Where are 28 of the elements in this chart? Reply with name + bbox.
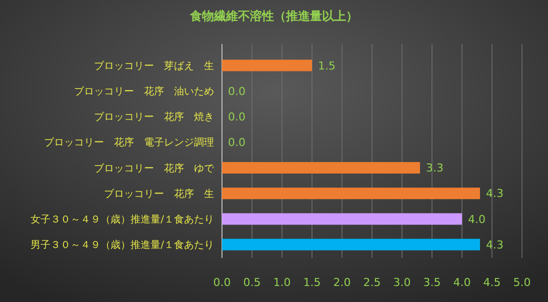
data-label: 3.3 xyxy=(426,162,444,175)
x-tick-label: 4.5 xyxy=(483,276,501,289)
data-label: 0.0 xyxy=(228,84,246,98)
y-tick-label: ブロッコリー 花序 生 xyxy=(104,188,214,200)
y-tick-label: ブロッコリー 花序 ゆで xyxy=(94,162,215,174)
x-tick-label: 0.0 xyxy=(213,276,231,289)
chart-title: 食物繊維不溶性（推進量以上） xyxy=(189,9,358,23)
x-tick-label: 0.5 xyxy=(243,276,261,289)
x-tick-label: 1.5 xyxy=(303,276,321,289)
x-tick-label: 3.0 xyxy=(393,276,411,289)
data-label: 0.0 xyxy=(228,110,246,124)
data-label: 1.5 xyxy=(318,59,336,72)
data-label: 4.0 xyxy=(468,212,486,226)
y-tick-label: 女子３０～４９（歳）推進量/１食あたり xyxy=(30,213,214,226)
x-tick-label: 2.0 xyxy=(333,276,351,289)
data-label: 4.3 xyxy=(486,187,504,200)
x-tick-label: 5.0 xyxy=(513,276,531,289)
x-tick-label: 1.0 xyxy=(273,276,291,289)
data-label: 4.3 xyxy=(486,238,504,252)
y-tick-label: ブロッコリー 芽ばえ 生 xyxy=(94,60,214,72)
x-tick-label: 2.5 xyxy=(363,276,381,289)
y-tick-label: ブロッコリー 花序 焼き xyxy=(94,111,214,124)
y-tick-label: ブロッコリー 花序 油いため xyxy=(74,86,214,98)
data-label: 0.0 xyxy=(228,136,246,150)
x-tick-label: 4.0 xyxy=(453,276,471,289)
x-tick-label: 3.5 xyxy=(423,276,441,289)
y-tick-label: ブロッコリー 花序 電子レンジ調理 xyxy=(44,136,214,149)
y-tick-label: 男子３０～４９（歳）推進量/１食あたり xyxy=(30,239,214,252)
